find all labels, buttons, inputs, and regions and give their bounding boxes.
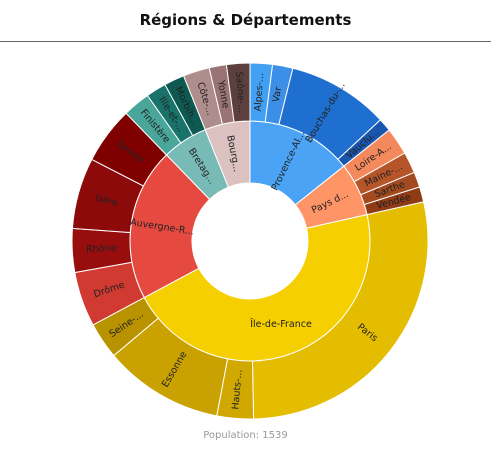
title-divider xyxy=(0,41,491,42)
region-ile-de-france-label: Île-de-France xyxy=(249,318,312,330)
dept-alpes-label: Alpes-... xyxy=(253,73,266,112)
chart-title: Régions & Départements xyxy=(139,11,352,29)
dept-rhone-label: Rhône xyxy=(86,243,117,256)
dept-hauts-label: Hauts-... xyxy=(230,369,244,410)
dept-yonne-label: Yonne xyxy=(215,79,231,110)
dept-paris-arc[interactable] xyxy=(251,201,429,420)
dept-var-label: Var xyxy=(271,86,285,103)
population-footer: Population: 1539 xyxy=(203,430,288,441)
dept-saone-label: Saône-... xyxy=(233,71,247,114)
dept-saone-arc[interactable] xyxy=(225,62,251,123)
sunburst-segments xyxy=(71,62,429,420)
